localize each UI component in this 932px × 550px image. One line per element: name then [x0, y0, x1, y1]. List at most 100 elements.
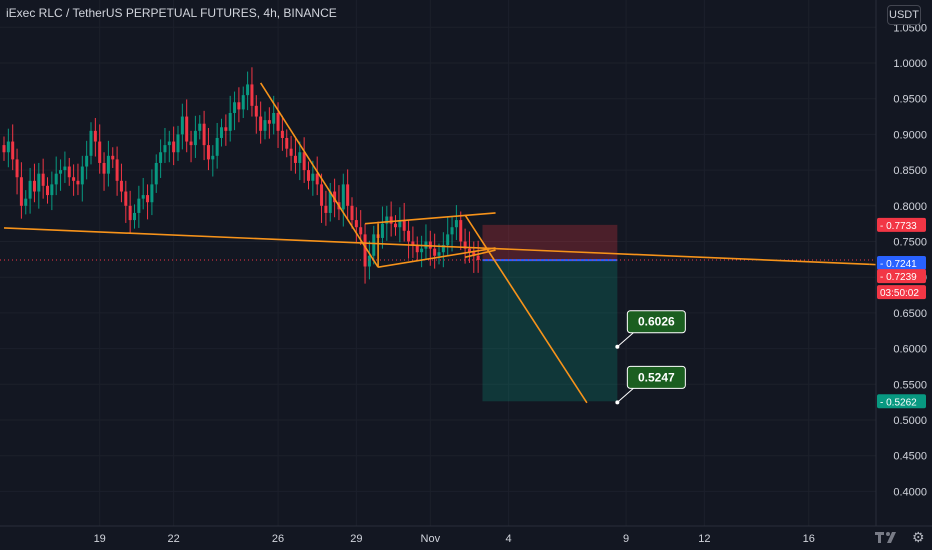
- candle-body: [293, 155, 297, 163]
- candle-body: [346, 184, 350, 206]
- candle-body: [398, 220, 402, 228]
- lower-channel-line[interactable]: [377, 247, 496, 268]
- candle-body: [241, 95, 245, 110]
- candle-body: [198, 123, 202, 131]
- candle-body: [150, 184, 154, 203]
- candle-body: [389, 216, 393, 224]
- candle-body: [402, 220, 406, 231]
- candle-body: [163, 145, 167, 153]
- candle-body: [341, 184, 345, 210]
- fall-line[interactable]: [259, 82, 379, 268]
- candle-body: [250, 84, 254, 106]
- candle-body: [254, 105, 258, 117]
- price-callouts[interactable]: 0.6026 0.5247: [615, 310, 686, 405]
- candle-body: [433, 248, 437, 256]
- candle-body: [363, 234, 367, 267]
- candle-body: [146, 195, 150, 203]
- candle-body: [459, 220, 463, 242]
- candle-body: [102, 162, 106, 174]
- candle-body: [32, 180, 36, 192]
- candle-body: [237, 102, 241, 110]
- candle-body: [133, 212, 136, 221]
- candle-body: [359, 227, 363, 235]
- candle-body: [280, 130, 284, 138]
- candle-body: [180, 116, 184, 135]
- candle-body: [6, 141, 10, 153]
- trend-line-drawings[interactable]: [3, 82, 877, 404]
- candle-body: [24, 198, 28, 206]
- price-tick-label: 0.9500: [893, 94, 927, 106]
- candle-body: [67, 166, 71, 178]
- long-trend-line[interactable]: [3, 227, 870, 266]
- candle-body: [472, 252, 476, 256]
- candle-body: [454, 220, 458, 228]
- candle-body: [420, 248, 424, 253]
- candle-body: [15, 159, 19, 178]
- candle-body: [124, 191, 128, 206]
- candle-body: [446, 234, 450, 246]
- candle-body: [259, 116, 263, 131]
- candle-body: [328, 191, 332, 213]
- price-callout-box[interactable]: [626, 310, 686, 334]
- candle-body: [54, 173, 58, 185]
- candle-body: [111, 155, 115, 160]
- stop-loss-zone[interactable]: [482, 224, 618, 261]
- candle-body: [367, 255, 371, 267]
- candle-body: [354, 220, 358, 228]
- candle-body: [463, 241, 467, 249]
- price-tick-label: 0.8500: [893, 165, 927, 177]
- price-badge-stop-label: - 0.7733: [880, 221, 917, 232]
- candle-body: [93, 130, 97, 142]
- candle-body: [437, 252, 441, 256]
- small-cross-line[interactable]: [464, 249, 496, 258]
- take-profit-zone[interactable]: [482, 260, 618, 402]
- candle-body: [202, 123, 206, 146]
- candle-body: [385, 216, 389, 224]
- upper-channel-line[interactable]: [364, 212, 496, 225]
- candle-body: [415, 245, 419, 253]
- candle-body: [41, 173, 45, 186]
- gear-icon[interactable]: ⚙: [912, 529, 925, 545]
- price-tick-label: 1.0000: [893, 58, 927, 70]
- candle-body: [333, 191, 337, 203]
- candle-body: [2, 145, 6, 153]
- candle-body: [467, 248, 471, 253]
- candle-body: [450, 227, 454, 235]
- price-tick-label: 0.8000: [893, 201, 927, 213]
- price-callout-label: 0.6026: [638, 315, 675, 329]
- candle-body: [85, 155, 89, 167]
- candle-body: [215, 137, 219, 156]
- candle-body: [380, 223, 384, 238]
- candle-body: [302, 152, 306, 171]
- price-badge-target-label: - 0.5262: [880, 397, 917, 408]
- candle-body: [476, 255, 480, 260]
- time-tick-label: 9: [623, 533, 629, 545]
- price-badge-entry-label: - 0.7239: [880, 272, 917, 283]
- candle-body: [106, 155, 110, 174]
- price-callout-box[interactable]: [626, 365, 686, 389]
- candle-body: [394, 223, 397, 228]
- price-tick-label: 1.0500: [893, 22, 927, 34]
- candle-body: [46, 185, 49, 196]
- candle-body: [289, 148, 293, 156]
- time-axis[interactable]: 19 22 26 29 Nov 4 9 12 16: [0, 525, 932, 545]
- candle-body: [441, 245, 445, 253]
- price-badge-stop: [877, 217, 926, 232]
- projection-line[interactable]: [464, 214, 588, 404]
- time-tick-label: 16: [803, 533, 815, 545]
- short-position-tool[interactable]: [482, 224, 618, 402]
- candle-body: [411, 241, 415, 246]
- price-tick-label: 0.9000: [893, 129, 927, 141]
- price-badge-last: [877, 255, 926, 270]
- candle-body: [119, 180, 123, 192]
- currency-selector[interactable]: USDT: [887, 5, 921, 25]
- candle-body: [228, 112, 232, 131]
- candle-body: [224, 127, 228, 131]
- tradingview-logo-icon[interactable]: [873, 529, 901, 545]
- candle-body: [185, 116, 189, 142]
- price-tick-label: 0.5000: [893, 415, 927, 427]
- candle-body: [320, 184, 324, 206]
- candle-body: [272, 112, 276, 124]
- price-tick-label: 0.7500: [893, 237, 927, 249]
